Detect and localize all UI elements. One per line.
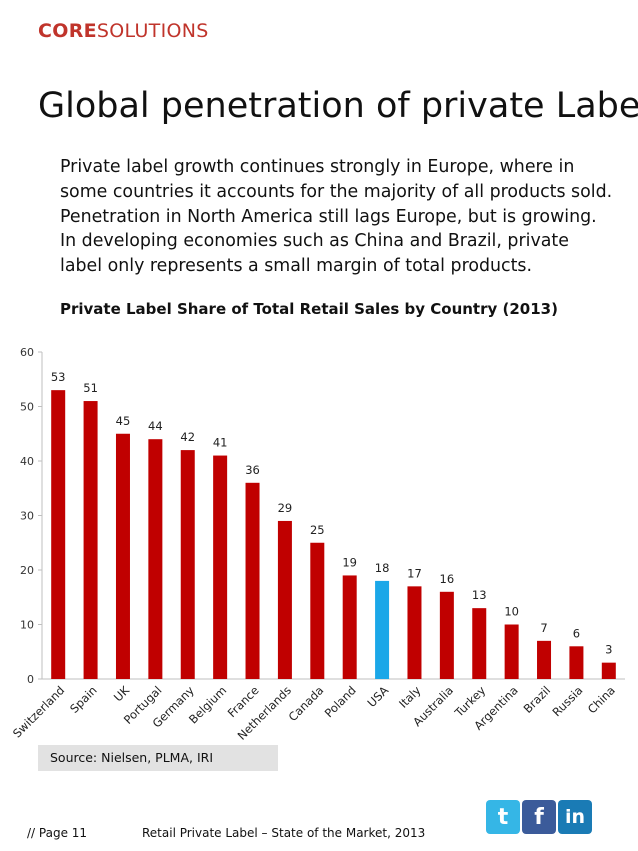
source-note: Source: Nielsen, PLMA, IRI xyxy=(38,745,278,771)
x-tick-label: Russia xyxy=(549,683,585,719)
data-label: 6 xyxy=(573,626,580,640)
chart-title: Private Label Share of Total Retail Sale… xyxy=(60,300,558,318)
bar xyxy=(569,646,584,679)
x-tick-label: Brazil xyxy=(521,683,554,716)
data-label: 53 xyxy=(51,370,66,384)
data-label: 13 xyxy=(472,588,487,602)
bar xyxy=(83,401,98,679)
bar xyxy=(245,482,260,679)
linkedin-icon[interactable]: in xyxy=(558,800,592,834)
logo-core-text: CORE xyxy=(38,20,97,42)
bar xyxy=(148,439,163,679)
bar xyxy=(180,450,195,679)
y-tick-label: 10 xyxy=(20,619,34,632)
bar xyxy=(537,640,552,679)
bar xyxy=(51,390,66,679)
data-label: 18 xyxy=(375,561,390,575)
page-title: Global penetration of private Label xyxy=(38,86,638,126)
bar xyxy=(407,586,422,679)
bar xyxy=(439,591,454,679)
bar-chart: 0 10 20 30 40 50 60 53 Switzerland 51 Spain 45 UK 44 P… xyxy=(10,346,625,743)
data-label: 42 xyxy=(180,430,195,444)
x-tick-label: Spain xyxy=(67,683,100,716)
y-tick-label: 0 xyxy=(27,673,34,686)
data-label: 7 xyxy=(540,621,547,635)
page-number: // Page 11 xyxy=(27,826,88,840)
bar xyxy=(375,580,390,679)
y-tick-label: 20 xyxy=(20,564,34,577)
y-tick-label: 40 xyxy=(20,455,34,468)
bar xyxy=(504,624,519,679)
data-label: 45 xyxy=(116,414,131,428)
x-tick-label: Poland xyxy=(322,683,359,720)
y-tick-label: 30 xyxy=(20,510,34,523)
data-label: 16 xyxy=(440,572,455,586)
x-tick-label: Canada xyxy=(286,683,327,724)
data-label: 19 xyxy=(342,555,357,569)
data-label: 25 xyxy=(310,523,325,537)
bar xyxy=(213,455,228,679)
logo-solutions-text: SOLUTIONS xyxy=(96,20,209,42)
twitter-icon[interactable]: t xyxy=(486,800,520,834)
x-tick-label: China xyxy=(585,683,618,716)
data-label: 51 xyxy=(83,381,98,395)
bar xyxy=(310,542,325,679)
data-label: 44 xyxy=(148,419,163,433)
brand-logo: CORESOLUTIONS xyxy=(38,20,209,42)
bar xyxy=(277,520,292,679)
data-label: 36 xyxy=(245,463,260,477)
x-tick-label: USA xyxy=(364,683,391,710)
social-icons: t f in xyxy=(486,800,592,834)
x-tick-label: Italy xyxy=(396,683,424,711)
bar xyxy=(472,608,487,679)
intro-paragraph: Private label growth continues strongly … xyxy=(60,157,613,277)
footer-title: Retail Private Label – State of the Mark… xyxy=(142,826,426,840)
data-label: 17 xyxy=(407,566,422,580)
bar xyxy=(115,433,130,679)
y-tick-label: 50 xyxy=(20,401,34,414)
facebook-icon[interactable]: f xyxy=(522,800,556,834)
data-label: 3 xyxy=(605,643,612,657)
y-tick-label: 60 xyxy=(20,346,34,359)
data-label: 10 xyxy=(504,605,519,619)
x-tick-label: UK xyxy=(111,683,133,705)
x-tick-label: Switzerland xyxy=(10,683,67,740)
bar xyxy=(342,575,357,679)
data-label: 41 xyxy=(213,436,228,450)
data-label: 29 xyxy=(278,501,293,515)
bar xyxy=(601,662,616,679)
